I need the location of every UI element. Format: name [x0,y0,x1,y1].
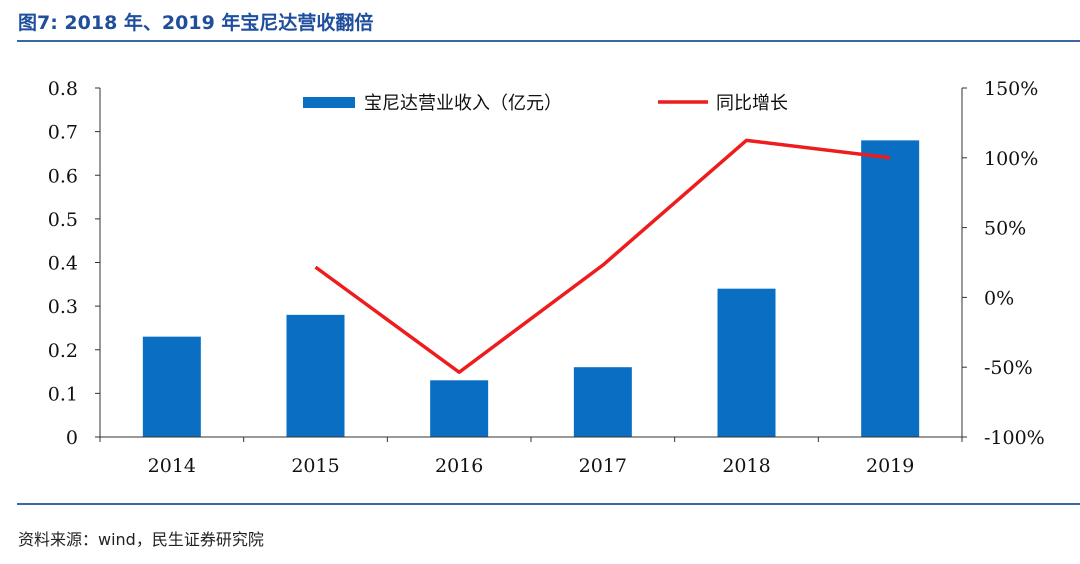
bar-2016 [430,380,489,437]
right-tick-label: -50% [984,357,1033,379]
x-tick-label: 2018 [722,455,770,477]
bar-2019 [861,140,920,437]
source-note: 资料来源：wind，民生证券研究院 [18,530,264,549]
legend-bar-swatch [303,97,355,108]
top-divider [17,40,1080,42]
left-tick-label: 0.6 [48,165,78,187]
x-tick-label: 2015 [291,455,339,477]
bar-2015 [286,314,345,437]
growth-line-layer [314,138,891,374]
right-tick-label: -100% [984,427,1045,449]
left-tick-label: 0 [66,427,78,449]
right-tick-label: 150% [984,78,1038,100]
legend-line-label: 同比增长 [716,93,788,114]
right-tick-label: 100% [984,148,1038,170]
left-tick-label: 0.3 [48,296,78,318]
bar-2014 [142,336,201,437]
x-tick-label: 2016 [435,455,483,477]
left-tick-label: 0.4 [48,253,78,275]
bar-2018 [717,288,776,437]
bar-2017 [573,367,632,437]
left-tick-label: 0.5 [48,209,78,231]
right-tick-label: 50% [984,218,1026,240]
axes-layer: 0 0.1 0.2 0.3 0.4 0.5 0.6 0.7 0.8 -100% -50% 0% 50% 1… [48,78,1045,477]
right-tick-label: 0% [984,287,1014,309]
left-tick-label: 0.2 [48,340,78,362]
x-tick-label: 2019 [866,455,914,477]
left-tick-label: 0.1 [48,383,78,405]
left-tick-label: 0.8 [48,78,78,100]
legend: 宝尼达营业收入（亿元） 同比增长 [303,93,788,114]
bottom-divider [17,503,1080,505]
legend-bar-label: 宝尼达营业收入（亿元） [364,93,562,114]
chart: 0 0.1 0.2 0.3 0.4 0.5 0.6 0.7 0.8 -100% -50% 0% 50% 1… [48,78,1045,477]
x-tick-label: 2017 [579,455,627,477]
growth-line [314,138,891,374]
bars-layer [142,140,920,437]
left-tick-label: 0.7 [48,122,78,144]
figure-title: 图7: 2018 年、2019 年宝尼达营收翻倍 [18,12,374,34]
x-tick-label: 2014 [148,455,196,477]
